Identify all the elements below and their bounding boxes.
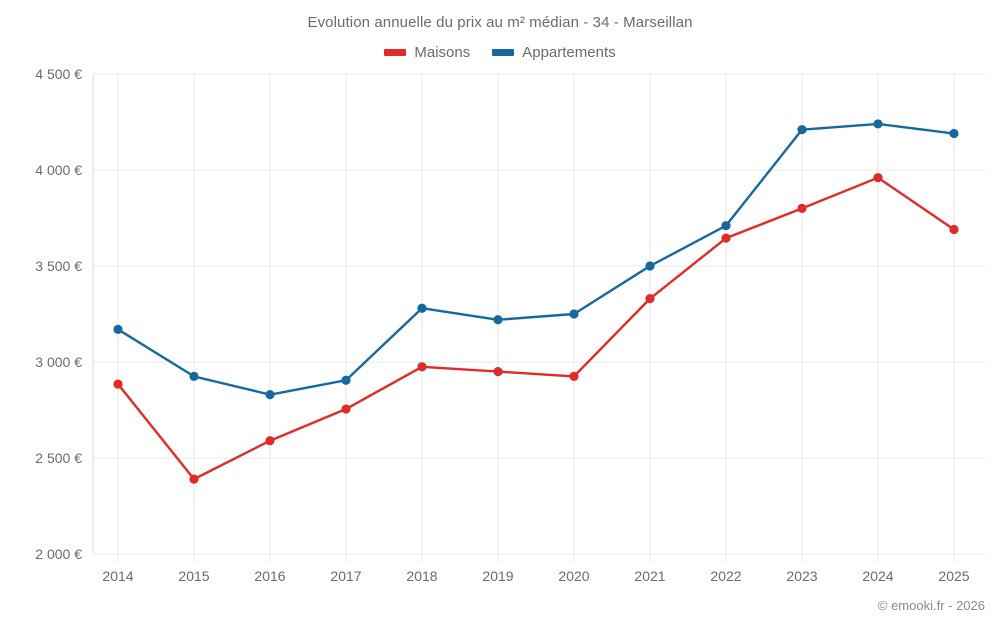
data-point-maisons[interactable] [265, 436, 275, 446]
data-point-appartements[interactable] [113, 324, 123, 334]
x-axis-tick-label: 2024 [862, 568, 893, 584]
legend-item-appartements[interactable]: Appartements [492, 44, 616, 61]
data-point-appartements[interactable] [417, 303, 427, 313]
data-point-appartements[interactable] [873, 119, 883, 129]
data-point-appartements[interactable] [493, 315, 503, 325]
data-point-maisons[interactable] [721, 233, 731, 243]
x-axis-tick-label: 2019 [482, 568, 513, 584]
y-axis-tick-label: 3 000 € [35, 354, 82, 370]
x-axis-tick-label: 2021 [634, 568, 665, 584]
data-point-appartements[interactable] [949, 128, 959, 139]
legend-swatch-maisons [384, 49, 407, 56]
data-point-maisons[interactable] [341, 404, 351, 414]
chart-title: Evolution annuelle du prix au m² médian … [307, 14, 693, 31]
x-axis-tick-label: 2020 [558, 568, 589, 584]
data-point-appartements[interactable] [189, 371, 199, 381]
y-axis-tick-label: 4 000 € [35, 162, 82, 178]
series-line-maisons [116, 176, 956, 481]
legend-swatch-appartements [492, 49, 515, 56]
y-axis-tick-label: 3 500 € [35, 258, 82, 274]
x-axis-tick-label: 2014 [102, 568, 133, 584]
series-line-appartements [116, 122, 956, 396]
data-point-maisons[interactable] [493, 367, 503, 377]
footer-credit: © emooki.fr - 2026 [877, 598, 985, 613]
data-point-appartements[interactable] [341, 375, 351, 385]
y-axis-tick-label: 2 000 € [35, 546, 82, 562]
data-point-maisons[interactable] [949, 224, 959, 235]
data-point-appartements[interactable] [797, 125, 807, 135]
data-point-appartements[interactable] [265, 390, 275, 400]
legend-item-maisons[interactable]: Maisons [384, 44, 470, 61]
data-point-appartements[interactable] [721, 221, 731, 231]
x-axis-tick-label: 2018 [406, 568, 437, 584]
x-axis-tick-label: 2015 [178, 568, 209, 584]
data-point-maisons[interactable] [797, 203, 807, 213]
data-point-appartements[interactable] [569, 309, 579, 319]
data-point-maisons[interactable] [569, 371, 579, 381]
legend-label-maisons: Maisons [414, 44, 471, 61]
x-axis-tick-label: 2016 [254, 568, 285, 584]
data-point-maisons[interactable] [417, 362, 427, 372]
data-point-maisons[interactable] [645, 294, 655, 304]
chart-legend: Maisons Appartements [0, 44, 1000, 61]
data-point-appartements[interactable] [645, 261, 655, 271]
x-axis-tick-label: 2022 [710, 568, 741, 584]
x-axis-tick-label: 2017 [330, 568, 361, 584]
data-point-maisons[interactable] [189, 474, 199, 484]
x-axis-tick-label: 2025 [938, 568, 969, 584]
legend-label-appartements: Appartements [522, 44, 616, 61]
data-point-maisons[interactable] [113, 379, 123, 389]
x-axis-tick-label: 2023 [786, 568, 817, 584]
y-axis-tick-label: 2 500 € [35, 450, 82, 466]
data-point-maisons[interactable] [873, 173, 883, 183]
y-axis-tick-label: 4 500 € [35, 66, 82, 82]
